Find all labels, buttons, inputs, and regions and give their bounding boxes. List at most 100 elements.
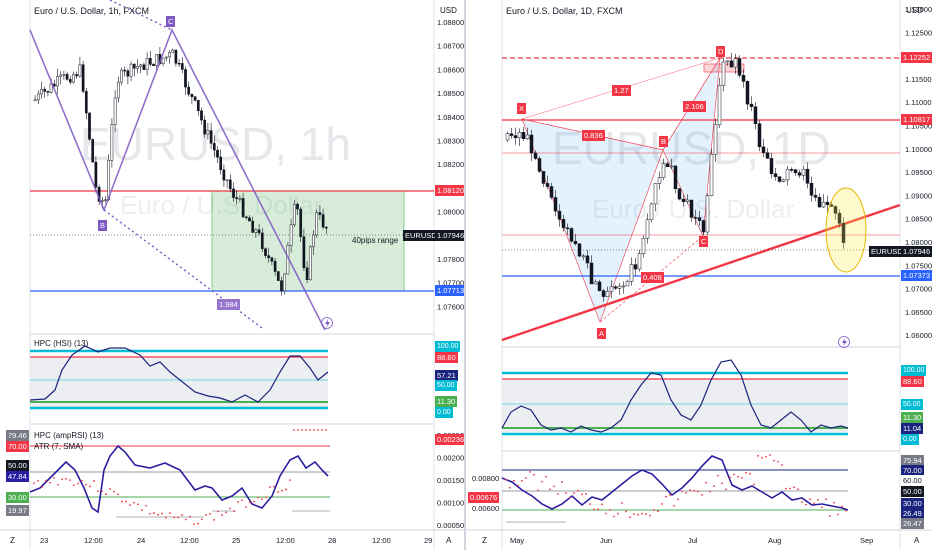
- lightning-icon[interactable]: [321, 317, 333, 329]
- candle: [283, 273, 287, 292]
- ratio-xb[interactable]: 0.836: [582, 130, 605, 141]
- candle: [757, 123, 762, 148]
- atr-dot: [557, 493, 559, 495]
- trendline[interactable]: [501, 203, 901, 342]
- pattern-point-b[interactable]: B: [98, 220, 108, 231]
- time-tick-label: 29: [424, 536, 432, 545]
- candle: [161, 57, 165, 65]
- atr-dot: [321, 429, 323, 431]
- candle: [537, 158, 542, 172]
- atr-dot: [725, 488, 727, 491]
- atr-dot: [301, 429, 303, 431]
- candle: [677, 188, 682, 200]
- candle: [206, 130, 210, 135]
- atr-dot: [33, 482, 35, 485]
- support-price-badge: 1.07713: [435, 285, 467, 296]
- right-chart-canvas[interactable]: EURUSD, 1D Euro / U.S. Dollar 1.130001.1…: [466, 0, 932, 550]
- candle: [697, 217, 702, 221]
- atr-dot: [269, 486, 271, 489]
- highlight-ellipse[interactable]: [825, 187, 867, 273]
- amprsi-badge-30: 30.00: [6, 492, 29, 503]
- atr-dot: [305, 429, 307, 431]
- right-footer-a[interactable]: A: [914, 536, 920, 545]
- candle: [821, 201, 826, 208]
- point-a[interactable]: A: [597, 328, 607, 339]
- ratio-cd[interactable]: 2.106: [683, 101, 706, 112]
- atr-dot: [629, 516, 631, 519]
- candle: [721, 61, 726, 86]
- price-tick-label: 1.08500: [905, 215, 932, 224]
- candle: [104, 199, 107, 202]
- price-tick-label: 1.08600: [437, 65, 464, 74]
- right-atr-axis[interactable]: 0.00800 0.00600: [472, 474, 499, 513]
- atr-dot: [653, 509, 655, 511]
- left-time-axis[interactable]: 23 12:00 24 12:00 25 12:00 28 12:00 29: [40, 536, 432, 545]
- candle: [91, 139, 95, 163]
- candle: [669, 165, 674, 168]
- right-chart-title: Euro / U.S. Dollar, 1D, FXCM: [506, 6, 623, 16]
- right-candles: [505, 52, 846, 302]
- atr-dot: [841, 505, 843, 508]
- fib-ratio-label[interactable]: 1.984: [217, 299, 240, 310]
- atr-dot: [193, 523, 195, 526]
- left-footer-z[interactable]: Z: [10, 536, 15, 545]
- candle: [549, 186, 554, 198]
- point-c[interactable]: C: [699, 236, 709, 247]
- candle: [62, 73, 66, 76]
- pattern-point-c[interactable]: C: [166, 16, 176, 27]
- candle: [302, 236, 306, 269]
- candle: [513, 135, 518, 139]
- candle: [254, 229, 258, 233]
- atr-dot: [613, 515, 615, 518]
- atr-title: ATR (7, SMA): [34, 442, 84, 451]
- right-time-axis[interactable]: May Jun Jul Aug Sep: [510, 536, 873, 545]
- candle: [597, 281, 602, 291]
- panel-divider[interactable]: [464, 0, 466, 550]
- left-footer-a[interactable]: A: [446, 536, 452, 545]
- right-footer-z[interactable]: Z: [482, 536, 487, 545]
- atr-dot: [285, 488, 287, 491]
- right-lightning-icon[interactable]: [838, 336, 850, 348]
- time-tick-label: 12:00: [84, 536, 103, 545]
- atr-dot: [145, 504, 147, 507]
- point-b[interactable]: B: [659, 136, 669, 147]
- candle: [65, 73, 69, 80]
- ratio-ac[interactable]: 0.408: [641, 272, 664, 283]
- candle: [312, 234, 315, 248]
- atr-dot: [245, 506, 247, 509]
- atr-dot: [581, 493, 583, 496]
- right-chart-panel[interactable]: Euro / U.S. Dollar, 1D, FXCM USD EURUSD,…: [466, 0, 932, 550]
- point-d[interactable]: D: [716, 46, 726, 57]
- hsi-title: HPC (HSI) (13): [34, 339, 89, 348]
- candle: [267, 255, 271, 259]
- candle: [529, 134, 534, 154]
- atr-dot: [741, 476, 743, 479]
- atr-dot: [825, 498, 827, 501]
- right-support-badge: 1.07373: [901, 270, 932, 281]
- atr-dot: [601, 503, 603, 506]
- candle: [152, 64, 155, 67]
- abc-pattern-line[interactable]: [29, 28, 326, 331]
- candle: [180, 63, 184, 70]
- candle: [625, 281, 630, 287]
- time-tick-label: Sep: [860, 536, 873, 545]
- atr-dot: [49, 481, 51, 484]
- left-chart-canvas[interactable]: EURUSD, 1h Euro / U.S. Dollar 1.088001.0…: [0, 0, 464, 550]
- candle: [729, 60, 734, 68]
- left-chart-panel[interactable]: Euro / U.S. Dollar, 1h, FXCM USD EURUSD,…: [0, 0, 467, 550]
- time-tick-label: 24: [137, 536, 145, 545]
- candle: [561, 219, 566, 229]
- ratio-bd[interactable]: 1.27: [612, 85, 631, 96]
- candle: [177, 62, 181, 65]
- point-x[interactable]: X: [517, 103, 527, 114]
- atr-dot: [829, 515, 831, 518]
- candle: [777, 176, 782, 182]
- candle: [645, 219, 650, 239]
- atr-dot: [161, 512, 163, 515]
- atr-dot: [153, 512, 155, 514]
- left-price-axis[interactable]: 1.08800 1.08700 1.08600 1.08500 1.08400 1.083…: [437, 18, 464, 311]
- right-amprsi-badge-70: 70.00: [901, 465, 924, 476]
- atr-dot: [157, 513, 159, 516]
- candle: [509, 133, 514, 136]
